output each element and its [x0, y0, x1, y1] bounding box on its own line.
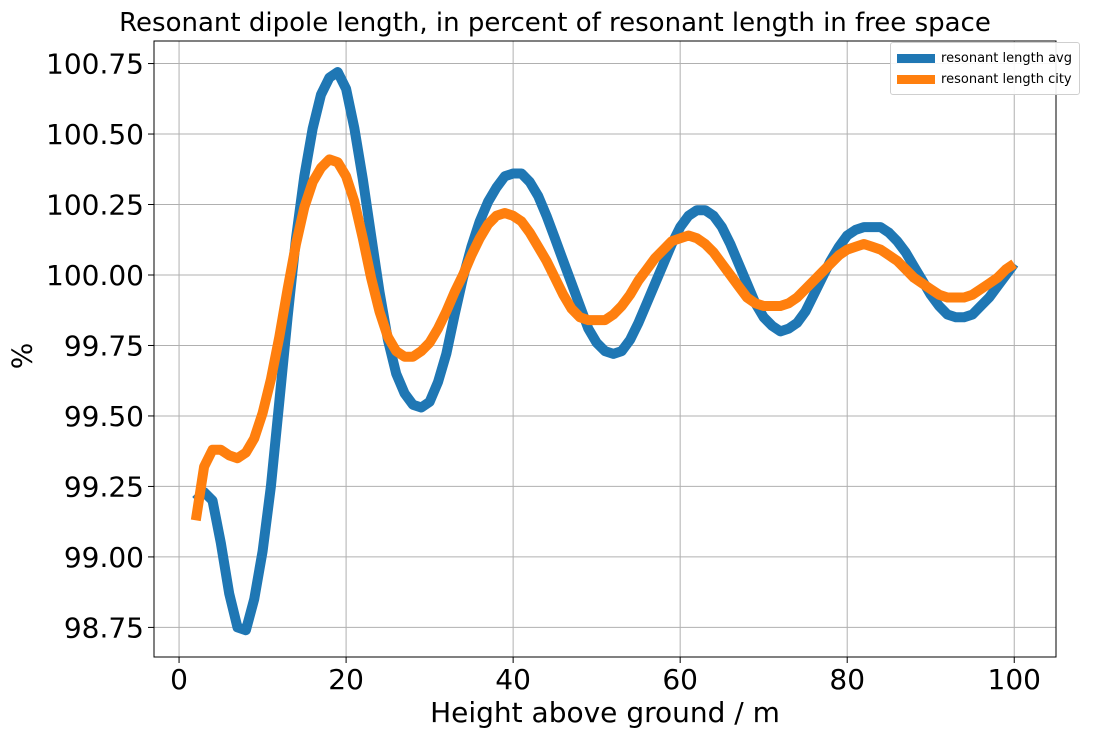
x-tick-label: 100	[988, 663, 1041, 696]
legend-label-city: resonant length city	[941, 72, 1072, 87]
x-tick-label: 0	[170, 663, 188, 696]
y-tick-label: 99.25	[64, 470, 144, 503]
legend-item-city: resonant length city	[897, 69, 1072, 90]
y-tick-label: 99.75	[64, 329, 144, 362]
legend: resonant length avg resonant length city	[890, 42, 1080, 95]
axis-ticks: 0 20 40 60 80 100 98.75 99.00 99.25 99.50 99.75 100…	[46, 48, 1041, 696]
y-axis-label: %	[5, 342, 39, 370]
y-tick-label: 99.00	[64, 541, 144, 574]
x-tick-label: 80	[829, 663, 865, 696]
y-tick-label: 100.25	[46, 189, 144, 222]
plot-frame	[153, 40, 1057, 658]
x-tick-label: 20	[328, 663, 364, 696]
x-axis-label: Height above ground / m	[430, 696, 780, 729]
chart-title: Resonant dipole length, in percent of re…	[119, 8, 991, 38]
legend-label-avg: resonant length avg	[941, 51, 1072, 66]
x-tick-label: 60	[662, 663, 698, 696]
y-tick-label: 100.50	[46, 118, 144, 151]
legend-swatch-avg	[897, 54, 936, 63]
y-tick-label: 100.75	[46, 48, 144, 81]
x-tick-label: 40	[495, 663, 531, 696]
y-tick-label: 98.75	[64, 611, 144, 644]
series-lines	[190, 67, 1019, 636]
series-line-city	[190, 154, 1018, 522]
series-line-avg	[192, 67, 1019, 636]
y-tick-label: 100.00	[46, 259, 144, 292]
legend-item-avg: resonant length avg	[897, 48, 1072, 69]
legend-swatch-city	[897, 75, 936, 84]
y-tick-label: 99.50	[64, 400, 144, 433]
